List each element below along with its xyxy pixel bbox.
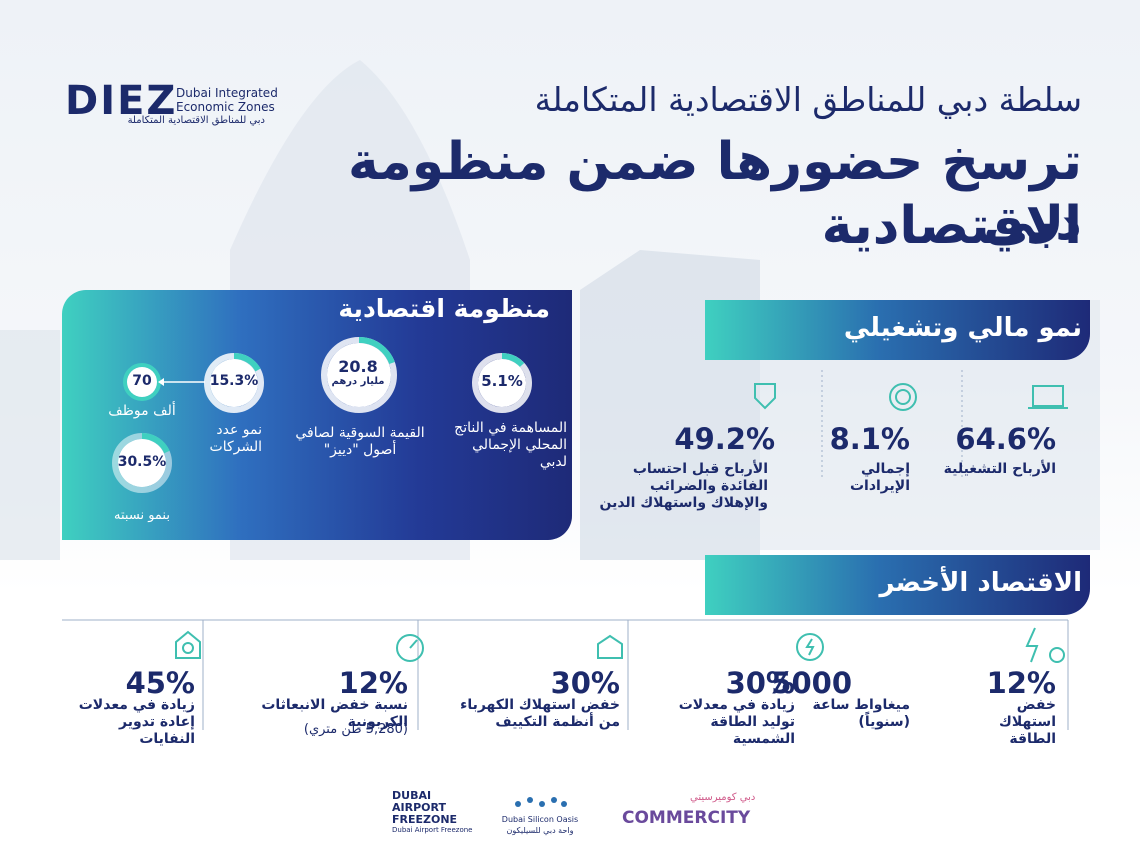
logo-en-2: Economic Zones xyxy=(176,100,275,114)
eco-label: نمو عدد الشركات xyxy=(209,422,262,455)
eco-label: ألف موظف xyxy=(108,403,176,419)
green-label: نسبة خفض الانبعاثات الكربونية xyxy=(261,697,408,730)
ecosystem-rings xyxy=(112,336,532,493)
partner-dafz: DUBAI AIRPORT FREEZONE xyxy=(392,789,458,826)
eco-label: القيمة السوقية لصافي أصول "دييز" xyxy=(295,425,425,458)
eco-label: المساهمة في الناتج المحلي الإجمالي لدبي xyxy=(454,420,567,470)
eco-value: 30.5% xyxy=(117,454,167,470)
fin-label: الأرباح التشغيلية xyxy=(943,461,1056,477)
eco-value: 5.1% xyxy=(481,372,523,390)
subtitle: سلطة دبي للمناطق الاقتصادية المتكاملة xyxy=(534,80,1082,119)
eco-value: 20.8 xyxy=(338,357,378,376)
logo-ar: دبي للمناطق الاقتصادية المتكاملة xyxy=(127,115,265,126)
green-label: زيادة في معدلات توليد الطاقة الشمسية xyxy=(678,697,795,747)
green-label: ميغاواط ساعة (سنوياً) xyxy=(812,697,910,730)
green-value: 12% xyxy=(986,666,1056,700)
green-title: الاقتصاد الأخضر xyxy=(879,568,1083,598)
green-value: 45% xyxy=(125,666,195,700)
fin-label: إجمالي الإيرادات xyxy=(849,461,910,494)
green-value: 12% xyxy=(338,666,408,700)
partner-dso-sub: واحة دبي للسيليكون xyxy=(506,826,574,835)
partner-dso-icon xyxy=(515,797,567,807)
logo-mark: DIEZ xyxy=(65,78,178,124)
green-header xyxy=(705,555,1090,615)
green-value: 30% xyxy=(725,666,795,700)
ecosystem-panel xyxy=(62,290,572,540)
financial-title: نمو مالي وتشغيلي xyxy=(843,313,1082,343)
title-line-1: ترسخ حضورها ضمن منظومة دبي xyxy=(348,132,1082,252)
title-line-2: الاقتصادية xyxy=(821,196,1082,256)
logo-text: Dubai Integrated Economic Zones xyxy=(176,86,278,114)
green-note: (5,280 طن متري) xyxy=(303,722,408,737)
logo-en-1: Dubai Integrated xyxy=(176,86,278,100)
fin-value: 64.6% xyxy=(955,422,1056,456)
fin-value: 8.1% xyxy=(829,422,910,456)
green-label: خفض استهلاك الطاقة xyxy=(999,697,1056,747)
green-label: خفض استهلاك الكهرباء من أنظمة التكييف xyxy=(460,697,620,730)
partner-dafz-sub: Dubai Airport Freezone xyxy=(392,826,473,834)
eco-value: 15.3% xyxy=(209,373,259,389)
ecosystem-title: منظومة اقتصادية xyxy=(338,294,550,323)
eco-value: 70 xyxy=(132,373,152,389)
fin-label: الأرباح قبل احتساب الفائدة والضرائب والإ… xyxy=(599,461,768,511)
partner-commercity: COMMERCITY xyxy=(622,808,751,828)
partner-commercity-sub: دبي كوميرسيتي xyxy=(690,792,756,803)
financial-icons xyxy=(754,370,1068,480)
green-value: 5000 xyxy=(771,666,852,700)
green-value: 30% xyxy=(550,666,620,700)
fin-value: 49.2% xyxy=(674,422,775,456)
green-label: زيادة في معدلات إعادة تدوير النفايات xyxy=(78,697,195,747)
partner-dso: Dubai Silicon Oasis xyxy=(501,815,579,824)
green-icons xyxy=(62,619,1069,730)
financial-header xyxy=(705,300,1090,360)
eco-label: بنمو نسبته xyxy=(114,508,170,523)
eco-unit: مليار درهم xyxy=(331,376,385,387)
